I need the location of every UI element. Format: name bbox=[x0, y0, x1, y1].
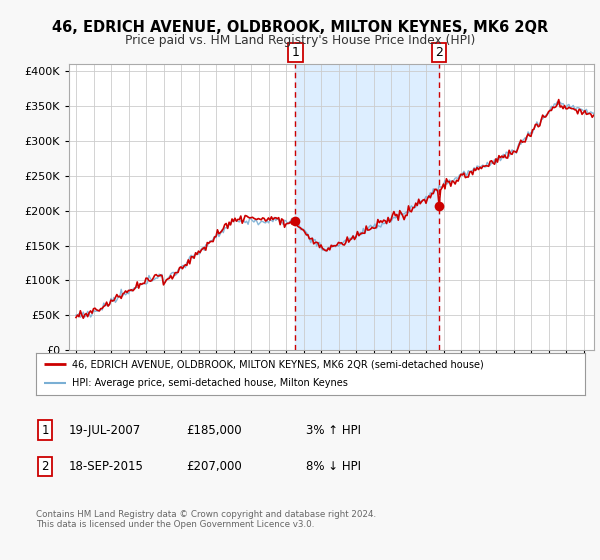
Text: HPI: Average price, semi-detached house, Milton Keynes: HPI: Average price, semi-detached house,… bbox=[71, 379, 347, 389]
Text: 46, EDRICH AVENUE, OLDBROOK, MILTON KEYNES, MK6 2QR: 46, EDRICH AVENUE, OLDBROOK, MILTON KEYN… bbox=[52, 20, 548, 35]
Text: 1: 1 bbox=[41, 423, 49, 437]
Text: Price paid vs. HM Land Registry's House Price Index (HPI): Price paid vs. HM Land Registry's House … bbox=[125, 34, 475, 46]
Text: £185,000: £185,000 bbox=[186, 423, 242, 437]
Text: £207,000: £207,000 bbox=[186, 460, 242, 473]
Text: 19-JUL-2007: 19-JUL-2007 bbox=[69, 423, 141, 437]
Text: 2: 2 bbox=[41, 460, 49, 473]
Text: 1: 1 bbox=[292, 46, 299, 59]
Text: 46, EDRICH AVENUE, OLDBROOK, MILTON KEYNES, MK6 2QR (semi-detached house): 46, EDRICH AVENUE, OLDBROOK, MILTON KEYN… bbox=[71, 359, 484, 369]
Text: 2: 2 bbox=[434, 46, 443, 59]
Text: 3% ↑ HPI: 3% ↑ HPI bbox=[306, 423, 361, 437]
Text: 8% ↓ HPI: 8% ↓ HPI bbox=[306, 460, 361, 473]
Text: 18-SEP-2015: 18-SEP-2015 bbox=[69, 460, 144, 473]
Text: Contains HM Land Registry data © Crown copyright and database right 2024.
This d: Contains HM Land Registry data © Crown c… bbox=[36, 510, 376, 529]
Bar bbox=[295, 64, 439, 350]
